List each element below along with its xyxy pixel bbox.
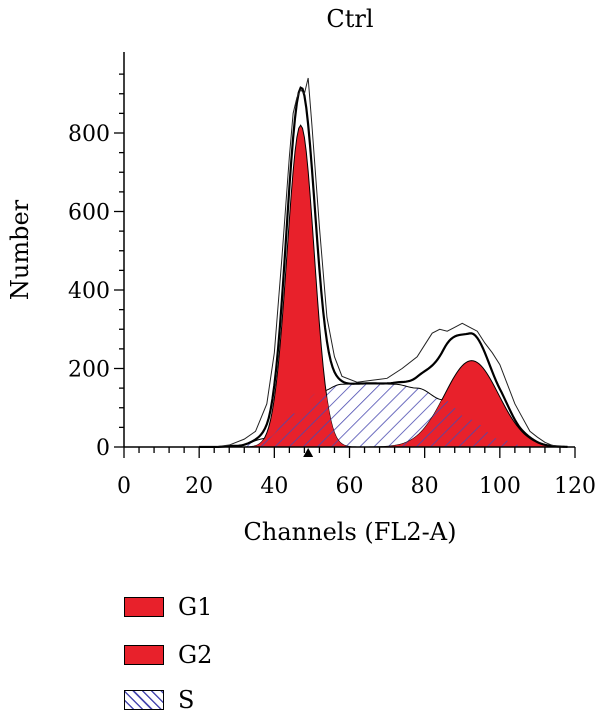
x-tick-label: 60 [336,474,364,499]
legend-swatch-s [124,690,164,710]
model-fit-line [199,86,568,448]
x-tick-label: 120 [554,474,596,499]
legend-swatch-g2 [124,645,164,665]
y-tick-label: 400 [68,279,110,304]
x-tick-label: 40 [260,474,288,499]
x-tick-label: 20 [185,474,213,499]
legend-label-s: S [178,686,195,714]
s-over-g1-overlap [199,390,568,447]
legend-label-g2: G2 [178,641,213,669]
x-axis-label: Channels (FL2-A) [244,518,457,546]
x-tick-label: 100 [479,474,521,499]
legend-swatch-g1 [124,597,164,617]
y-tick-label: 0 [96,436,110,461]
legend-label-g1: G1 [178,593,213,621]
legend-item-g2: G2 [124,641,212,669]
x-tick-label: 80 [411,474,439,499]
y-tick-label: 200 [68,358,110,383]
s-over-g2-overlap [199,399,568,447]
peak-marker-icon [303,448,314,457]
y-tick-label: 800 [68,122,110,147]
chart-title: Ctrl [326,5,373,33]
legend-item-s: S [124,686,194,714]
y-axis-label: Number [6,199,34,300]
raw-histogram-line [214,77,564,448]
legend-item-g1: G1 [124,593,212,621]
y-tick-label: 600 [68,201,110,226]
cell-cycle-histogram: Ctrl 0 200 400 600 800 0 20 40 60 80 100 120 Channe… [6,5,596,546]
x-tick-label: 0 [117,474,131,499]
